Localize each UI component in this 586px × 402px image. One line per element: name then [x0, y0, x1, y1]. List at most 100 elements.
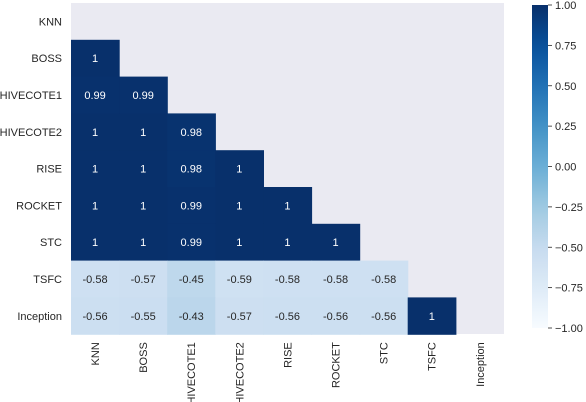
cell-label-stc-rocket: 1 [332, 237, 338, 249]
colorbar-tick-label: 0.50 [555, 81, 576, 93]
row-label-rocket: ROCKET [16, 200, 62, 212]
column-tick-labels: KNN BOSS HIVECOTE1 HIVECOTE2 RISE ROCKET STC TS… [90, 342, 487, 402]
cell-label-stc-hivecote1: 0.99 [181, 237, 202, 249]
cell-label-rise-hivecote2: 1 [236, 164, 242, 176]
cell-inception-stc [359, 297, 409, 335]
colorbar-tick-label: −1.00 [555, 323, 583, 335]
row-label-inception: Inception [17, 311, 62, 323]
row-label-knn: KNN [39, 16, 62, 28]
colorbar-tick-label: 0.00 [555, 162, 576, 174]
colorbar-tick-label: 0.25 [555, 121, 576, 133]
colorbar-tick-label: −0.25 [555, 202, 583, 214]
cell-stc-rocket [311, 223, 361, 262]
cell-rocket-hivecote2 [215, 187, 264, 225]
column-label-tsfc: TSFC [427, 342, 439, 371]
cell-label-hivecote2-boss: 1 [140, 127, 146, 139]
cell-label-rocket-hivecote1: 0.99 [181, 200, 202, 212]
cell-label-inception-rocket: -0.56 [323, 311, 348, 323]
row-label-tsfc: TSFC [33, 274, 62, 286]
cell-label-rise-hivecote1: 0.98 [181, 164, 202, 176]
cell-label-boss-knn: 1 [92, 53, 98, 65]
colorbar-tick-label: −0.75 [555, 283, 583, 295]
cell-tsfc-knn [71, 260, 120, 298]
cell-label-tsfc-hivecote1: -0.45 [179, 274, 204, 286]
cell-label-hivecote1-knn: 0.99 [84, 90, 105, 102]
cell-inception-hivecote1 [167, 297, 216, 335]
cell-label-tsfc-knn: -0.58 [83, 274, 108, 286]
cell-rocket-rise [263, 187, 313, 225]
cell-label-rise-knn: 1 [92, 164, 98, 176]
column-label-inception: Inception [475, 342, 487, 387]
column-label-stc: STC [379, 342, 391, 364]
cell-stc-hivecote1 [167, 223, 216, 262]
cell-rise-hivecote1 [167, 150, 216, 188]
cell-label-inception-hivecote2: -0.57 [227, 311, 252, 323]
row-label-hivecote2: HIVECOTE2 [0, 127, 62, 139]
cell-rise-hivecote2 [215, 150, 264, 188]
cell-label-rocket-boss: 1 [140, 200, 146, 212]
colorbar-tick-label: 0.75 [555, 40, 576, 52]
cell-label-hivecote2-hivecote1: 0.98 [181, 127, 202, 139]
heatmap-cells [71, 39, 457, 335]
cell-label-tsfc-boss: -0.57 [131, 274, 156, 286]
cell-inception-rise [263, 297, 313, 335]
cell-hivecote2-knn [71, 113, 120, 151]
cell-tsfc-rocket [311, 260, 361, 298]
cell-stc-knn [71, 223, 120, 262]
cell-tsfc-hivecote1 [167, 260, 216, 298]
cell-tsfc-stc [359, 260, 409, 298]
cell-hivecote2-hivecote1 [167, 113, 216, 151]
cell-label-stc-boss: 1 [140, 237, 146, 249]
row-label-rise: RISE [36, 164, 62, 176]
cell-hivecote1-knn [71, 76, 120, 114]
cell-inception-rocket [311, 297, 361, 335]
cell-rocket-hivecote1 [167, 187, 216, 225]
cell-label-inception-boss: -0.55 [131, 311, 156, 323]
cell-hivecote2-boss [119, 113, 168, 151]
cell-rocket-knn [71, 187, 120, 225]
column-label-hivecote2: HIVECOTE2 [234, 342, 246, 402]
column-label-hivecote1: HIVECOTE1 [186, 342, 198, 402]
cell-rise-knn [71, 150, 120, 188]
cell-label-tsfc-hivecote2: -0.59 [227, 274, 252, 286]
cell-label-inception-hivecote1: -0.43 [179, 311, 204, 323]
cell-inception-boss [119, 297, 168, 335]
colorbar-ticks: 1.00 0.75 0.50 0.25 0.00 −0.25 −0.50 −0.75 −1.00 [548, 0, 583, 335]
cell-boss-knn [71, 39, 120, 78]
row-label-stc: STC [40, 237, 62, 249]
cell-rocket-boss [119, 187, 168, 225]
cell-tsfc-hivecote2 [215, 260, 264, 298]
cell-label-inception-tsfc: 1 [429, 311, 435, 323]
cell-label-rocket-knn: 1 [92, 200, 98, 212]
cell-label-inception-knn: -0.56 [83, 311, 108, 323]
colorbar-tick-label: 1.00 [555, 0, 576, 12]
column-label-boss: BOSS [138, 342, 150, 373]
cell-label-tsfc-stc: -0.58 [371, 274, 396, 286]
cell-hivecote1-boss [119, 76, 168, 114]
cell-rise-boss [119, 150, 168, 188]
cell-label-hivecote1-boss: 0.99 [132, 90, 153, 102]
cell-inception-hivecote2 [215, 297, 264, 335]
column-label-knn: KNN [90, 342, 102, 365]
cell-label-stc-rise: 1 [284, 237, 290, 249]
row-tick-labels: KNN BOSS HIVECOTE1 HIVECOTE2 RISE ROCKET STC TS… [0, 16, 62, 322]
cell-annotations: 1 0.99 0.99 1 1 0.98 1 1 0.98 1 1 1 0.99 1 1 1 1 0.99 1 1 1 -… [83, 53, 435, 323]
row-label-boss: BOSS [31, 53, 62, 65]
cell-label-inception-stc: -0.56 [371, 311, 396, 323]
cell-stc-hivecote2 [215, 223, 264, 262]
cell-label-rocket-hivecote2: 1 [236, 200, 242, 212]
cell-label-tsfc-rise: -0.58 [275, 274, 300, 286]
cell-label-hivecote2-knn: 1 [92, 127, 98, 139]
cell-label-rocket-rise: 1 [284, 200, 290, 212]
cell-stc-boss [119, 223, 168, 262]
cell-stc-rise [263, 223, 313, 262]
cell-label-rise-boss: 1 [140, 164, 146, 176]
cell-tsfc-boss [119, 260, 168, 298]
cell-label-stc-knn: 1 [92, 237, 98, 249]
column-label-rise: RISE [282, 342, 294, 368]
row-label-hivecote1: HIVECOTE1 [0, 90, 62, 102]
cell-label-tsfc-rocket: -0.58 [323, 274, 348, 286]
cell-inception-knn [71, 297, 120, 335]
colorbar [532, 5, 548, 328]
